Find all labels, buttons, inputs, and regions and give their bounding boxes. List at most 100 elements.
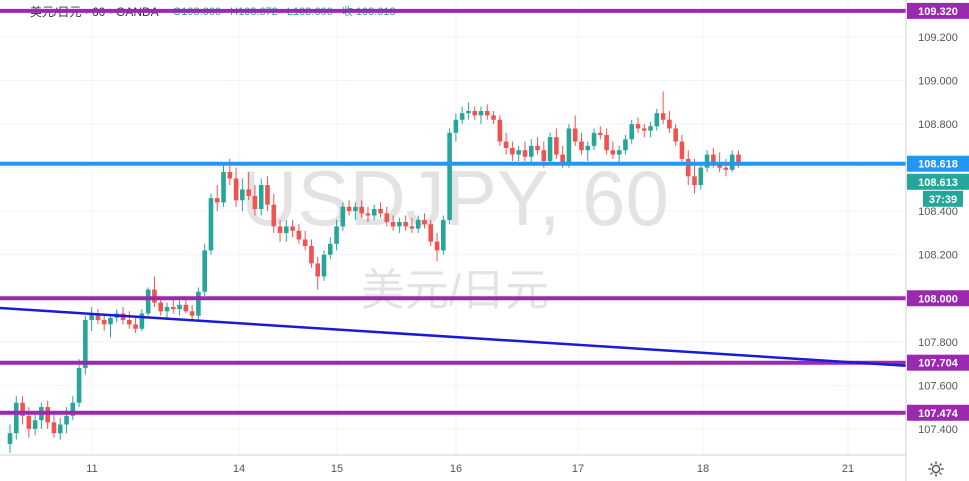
candle-body [441, 219, 446, 251]
x-tick-label: 21 [842, 463, 854, 475]
candle-body [522, 150, 528, 157]
candle-body [20, 402, 25, 416]
candle-body [83, 320, 88, 368]
candle-body [365, 213, 371, 216]
horizontal-lines[interactable] [0, 8, 906, 415]
level-price-tag [907, 354, 969, 371]
x-tick-label: 16 [450, 463, 462, 475]
candle-body [271, 204, 277, 227]
candle-body [309, 246, 314, 264]
candle-body [258, 185, 264, 209]
candle-body [547, 137, 553, 162]
candle-body [284, 226, 289, 233]
candle-body [610, 150, 616, 155]
candle-body [64, 415, 69, 425]
candle-body [327, 243, 333, 255]
candle-body [447, 132, 452, 220]
candle-body [371, 208, 377, 216]
candle-body [415, 219, 421, 229]
level-price-tag [907, 404, 969, 421]
candle-body [459, 113, 465, 120]
candle-body [503, 141, 509, 149]
y-tick-label: 108.200 [918, 250, 958, 262]
watermark-symbol: USDJPY, 60 [241, 154, 669, 242]
level-price-tag [907, 155, 969, 172]
candle-body [70, 402, 76, 416]
candle-body [359, 206, 364, 214]
candle-body [685, 158, 691, 177]
x-tick-label: 14 [233, 463, 245, 475]
candle-body [196, 291, 201, 316]
candle-body [579, 141, 584, 151]
candle-body [692, 176, 697, 186]
candle-body [591, 132, 597, 146]
gear-icon[interactable] [927, 460, 945, 478]
candle-body [32, 420, 38, 429]
candle-body [528, 145, 534, 157]
price-axis[interactable]: 107.400 107.600 107.800 108.000 108.200 108.4… [918, 32, 958, 436]
candle-body [641, 128, 647, 131]
candle-body [497, 119, 503, 142]
candle-body [585, 145, 591, 151]
price-labels: 109.320 108.618 108.000 107.704 107.474 108.6… [907, 2, 969, 421]
candle-body [296, 230, 302, 240]
countdown-text: 37:39 [929, 194, 957, 206]
candle-body [660, 113, 666, 120]
last-price-text: 108.613 [918, 177, 958, 189]
candle-body [158, 302, 164, 312]
x-tick-label: 18 [697, 463, 709, 475]
candle-body [667, 119, 672, 129]
candle-body [290, 226, 295, 231]
candle-body [227, 171, 233, 179]
y-tick-label: 108.400 [918, 206, 958, 218]
level-price-text: 107.474 [918, 408, 959, 420]
candle-body [604, 134, 609, 151]
candle-body [101, 320, 107, 325]
candle-body [51, 422, 57, 434]
candle-body [152, 289, 157, 303]
candle-body [321, 254, 327, 277]
watermark-name: 美元/日元 [361, 266, 549, 315]
candle-body [170, 306, 176, 310]
candle-body [89, 313, 94, 321]
candle-body [240, 189, 245, 201]
candle-body [378, 208, 383, 214]
candle-body [315, 263, 321, 277]
candle-body [183, 304, 189, 312]
candle-body [133, 324, 138, 329]
candle-body [541, 150, 547, 162]
candle-body [434, 241, 440, 251]
candle-body [560, 154, 565, 164]
candle-body [428, 224, 434, 242]
candle-body [736, 154, 741, 165]
candle-body [127, 320, 132, 325]
candles [7, 91, 741, 453]
level-price-tag [907, 2, 969, 19]
candle-body [654, 113, 660, 127]
candle-body [453, 119, 459, 133]
candle-body [616, 150, 622, 155]
candle-body [7, 433, 13, 445]
candle-body [554, 137, 559, 155]
candle-body [673, 128, 678, 142]
candle-body [95, 313, 101, 321]
candle-body [409, 226, 415, 229]
candle-body [346, 206, 352, 212]
time-axis[interactable]: 11 14 15 16 17 18 21 [86, 463, 854, 475]
candle-body [704, 154, 710, 168]
candle-body [723, 167, 729, 170]
x-tick-label: 15 [331, 463, 343, 475]
candle-body [340, 206, 346, 227]
candle-body [598, 132, 603, 135]
x-tick-label: 11 [86, 463, 97, 475]
candle-body [478, 111, 484, 116]
candle-body [572, 128, 578, 142]
trendline[interactable] [0, 306, 907, 367]
candle-body [189, 311, 195, 316]
candle-body [139, 313, 145, 329]
y-tick-label: 109.000 [918, 76, 958, 88]
level-price-tag [907, 290, 969, 307]
candle-body [76, 367, 82, 403]
